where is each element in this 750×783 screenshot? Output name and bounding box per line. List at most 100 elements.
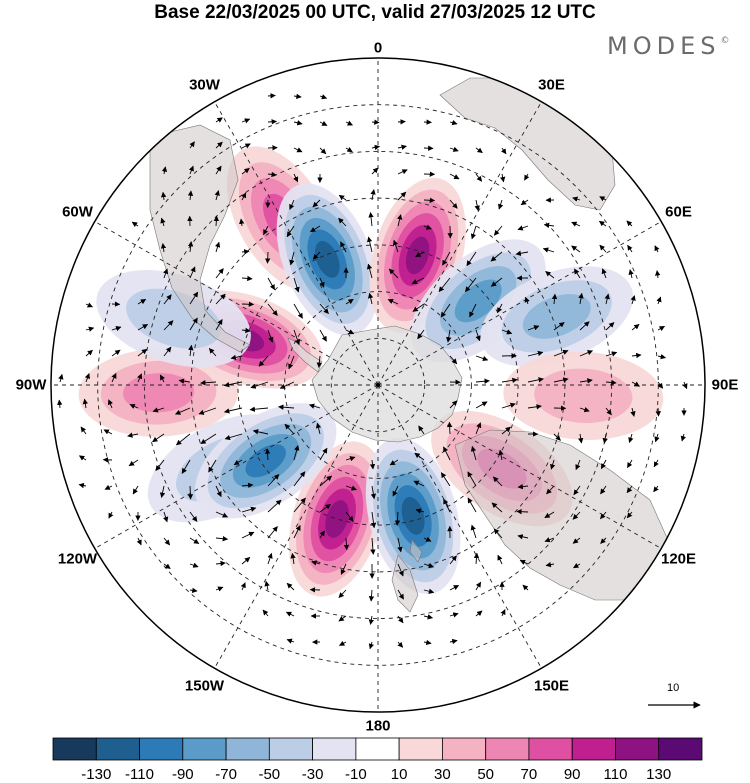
wind-arrow xyxy=(575,459,581,471)
wind-arrow xyxy=(159,485,166,499)
wind-arrow xyxy=(475,610,483,617)
wind-arrow xyxy=(497,303,503,314)
wind-arrow xyxy=(654,433,660,443)
wind-arrow xyxy=(605,351,618,357)
wind-arrow xyxy=(319,120,328,126)
wind-arrow xyxy=(311,560,321,566)
wind-arrow xyxy=(278,404,295,410)
wind-arrow xyxy=(470,445,477,461)
wind-arrow xyxy=(223,381,243,388)
wind-arrow xyxy=(241,557,251,565)
wind-arrow xyxy=(249,406,269,412)
wind-arrow xyxy=(572,196,581,202)
wind-arrow xyxy=(286,225,295,238)
wind-arrow xyxy=(240,582,246,591)
wind-arrow xyxy=(127,432,139,438)
wind-arrow xyxy=(544,537,555,543)
wind-arrow xyxy=(449,612,459,618)
anomaly-contour xyxy=(401,496,425,535)
wind-arrow xyxy=(264,580,270,591)
wind-arrow xyxy=(465,277,477,293)
wind-arrow xyxy=(267,303,278,316)
wind-arrow xyxy=(189,537,200,544)
wind-arrow xyxy=(152,407,165,413)
wind-arrow xyxy=(397,191,407,201)
wind-arrow xyxy=(241,275,253,282)
colorbar-tick-label: -130 xyxy=(81,766,111,783)
wind-arrow xyxy=(80,426,87,435)
anomaly-contour xyxy=(325,500,349,538)
colorbar-tick-label: -10 xyxy=(345,766,367,783)
wind-arrow xyxy=(543,222,555,229)
wind-arrow xyxy=(230,354,243,360)
wind-arrow xyxy=(215,560,226,567)
wind-arrow xyxy=(368,641,374,650)
colorbar-tick-label: 110 xyxy=(604,766,628,783)
wind-arrow xyxy=(600,459,607,470)
wind-arrow xyxy=(475,355,489,362)
wind-arrow xyxy=(367,292,374,305)
wind-arrow xyxy=(524,173,530,181)
wind-arrow xyxy=(449,638,458,645)
wind-arrow xyxy=(492,476,503,487)
wind-arrow xyxy=(345,511,354,522)
wind-arrow xyxy=(449,355,458,365)
wind-arrow xyxy=(551,293,558,305)
wind-arrow xyxy=(82,398,88,409)
wind-arrow xyxy=(500,609,506,617)
wind-arrow xyxy=(449,120,458,126)
wind-arrow xyxy=(208,459,217,473)
colorbar: -130 -110 -90 -70 -50 -30 -10 10 30 50 70 90 110 130 xyxy=(52,737,703,783)
wind-arrow xyxy=(423,639,432,646)
wind-arrow xyxy=(475,581,482,591)
wind-arrow xyxy=(131,221,139,228)
wind-arrow xyxy=(517,534,529,540)
wind-arrow xyxy=(111,326,122,332)
wind-arrow xyxy=(527,350,544,357)
wind-arrow xyxy=(657,381,664,389)
wind-arrow xyxy=(163,346,172,357)
meridian-line xyxy=(94,221,379,386)
wind-arrow xyxy=(129,403,139,409)
wind-arrow xyxy=(397,537,403,553)
wind-arrow xyxy=(397,589,404,600)
wind-arrow xyxy=(289,199,295,210)
wind-arrow xyxy=(600,485,607,495)
wind-arrow xyxy=(682,381,688,390)
wind-arrow xyxy=(368,589,375,602)
wind-arrow xyxy=(368,211,374,227)
colorbar-swatch xyxy=(528,737,573,761)
wind-arrow xyxy=(654,270,661,279)
wind-arrow xyxy=(553,377,569,383)
wind-arrow xyxy=(630,295,636,305)
wind-arrow xyxy=(370,485,377,500)
colorbar-tick-label: 90 xyxy=(564,766,581,783)
wind-arrow xyxy=(137,298,147,305)
wind-arrow xyxy=(598,220,607,227)
wind-arrow xyxy=(189,511,198,522)
latitude-circle xyxy=(237,244,519,526)
wind-arrow xyxy=(187,241,194,253)
wind-arrow xyxy=(264,448,271,461)
wind-arrow xyxy=(215,117,223,123)
colorbar-swatch xyxy=(182,737,227,761)
longitude-label: 60E xyxy=(665,203,692,220)
wind-arrow xyxy=(423,197,436,203)
wind-arrow xyxy=(224,433,243,441)
wind-arrow xyxy=(370,189,376,201)
wind-arrow xyxy=(474,199,480,212)
anomaly-contour xyxy=(245,444,286,478)
wind-arrow xyxy=(600,537,607,544)
wind-arrow xyxy=(267,552,273,565)
wind-arrow xyxy=(262,609,269,617)
wind-arrow xyxy=(338,217,347,227)
wind-arrow xyxy=(413,480,425,487)
wind-arrow xyxy=(290,552,296,565)
wind-arrow xyxy=(392,485,399,497)
wind-arrow xyxy=(215,268,224,279)
wind-arrow xyxy=(241,482,254,489)
latitude-circle xyxy=(330,337,426,433)
wind-arrow xyxy=(501,377,518,384)
longitude-label: 60W xyxy=(62,203,93,220)
wind-arrow xyxy=(397,169,408,175)
